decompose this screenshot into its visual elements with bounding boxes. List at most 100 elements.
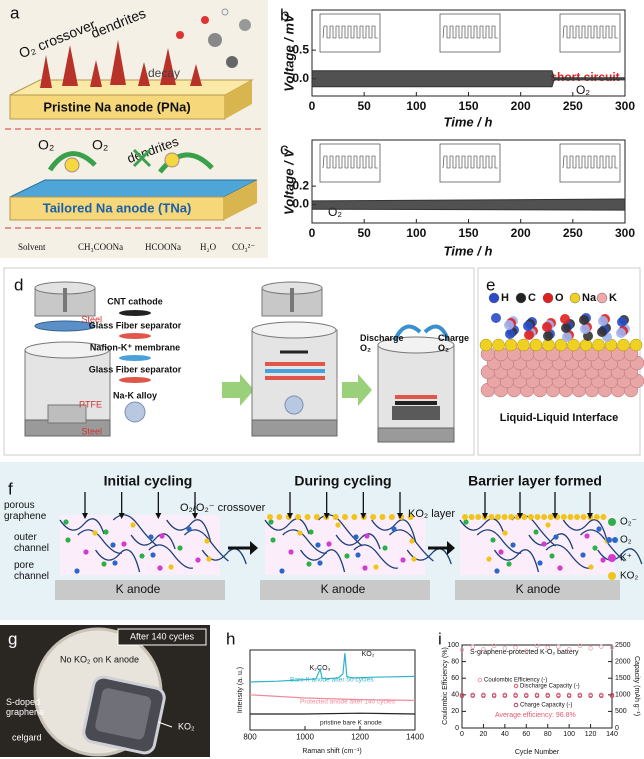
ko2-deposit [475,514,482,520]
layer-label: CNT cathode [107,296,163,306]
y2-tick-label: 2000 [615,658,631,665]
arrow-head [118,513,125,519]
y-tick-label: 80 [451,658,459,665]
arrow-head [552,513,558,519]
panel-letter: h [226,629,235,648]
network-box [265,515,425,575]
species [553,534,559,540]
data-point [481,646,486,652]
photo-label: KO₂ [178,721,195,731]
species [186,526,192,532]
network-label: porous graphene [4,500,47,522]
network-box [60,515,220,575]
species [148,534,154,540]
species [308,529,314,535]
plot-frame [461,644,613,729]
arrow-head [517,513,523,519]
data-point [556,693,561,698]
k-anode [455,580,620,600]
species [373,564,379,570]
species [63,519,69,525]
atom [479,338,493,352]
spectrum [249,653,416,683]
species [335,522,341,528]
arrow-head [155,513,162,519]
arrow-head [82,513,88,519]
panel-letter: g [8,629,17,648]
species [494,568,500,574]
data-point [534,643,540,649]
x-tick-label: 0 [460,731,464,738]
ko2-deposit [521,514,528,520]
x-tick-label: 300 [615,99,635,113]
graphene-sheet [264,518,310,535]
species [297,530,303,536]
species [364,533,370,539]
species [110,542,116,548]
species [584,533,590,539]
ko2-deposit [342,514,348,520]
k-anode [260,580,430,600]
y-axis-label: Intensity (a. u.) [237,667,244,713]
ko2-deposit [276,514,283,520]
species [268,519,274,525]
species [463,519,469,525]
species [139,553,145,559]
species [168,564,174,570]
panel-letter: c [280,139,289,158]
legend-label: Na [582,292,597,304]
atom [554,338,568,352]
data-point [470,644,475,649]
network-label: pore channel [14,560,50,582]
data-point [566,693,572,699]
species [409,538,415,544]
atom [579,338,593,352]
slab-side [225,80,252,119]
species [506,561,512,567]
species [400,557,406,563]
layer-label: Glass Fiber separator [89,364,182,374]
inset-trace [442,155,498,169]
inset-frame [439,13,501,53]
anode-label: K anode [321,582,366,596]
data-point [534,693,540,698]
ko2-deposit [580,514,587,520]
graphene-sheet [459,518,505,535]
data-point [524,693,529,699]
data-point [459,693,465,699]
y2-tick-label: 1500 [615,675,631,682]
ko2-deposit [494,514,501,520]
y-axis-label: Voltage / V [281,148,296,215]
data-point [513,693,518,698]
arrow-head [192,513,198,519]
x-tick-label: 60 [522,731,530,738]
x-tick-label: 150 [458,99,478,113]
species [130,522,136,528]
arrow-head [447,541,455,555]
species [65,537,71,543]
arrow [158,152,214,174]
legend-label: Charge Capacity (-) [520,703,572,709]
x-tick-label: 1000 [296,732,314,741]
graphene-sheet [353,544,399,569]
legend-swatch [606,537,612,543]
species [355,552,361,558]
species [326,541,332,547]
atom [517,338,530,352]
arrow [47,151,97,172]
graphene-sheet [166,519,212,543]
graphene-network [55,492,643,600]
species [391,526,397,532]
atom [504,338,518,352]
graphene-sheet [371,519,417,543]
species [588,564,594,570]
flow-label: Discharge O₂ [360,333,404,353]
species [486,556,492,562]
x-tick-label: 800 [243,732,257,741]
atom [542,322,552,332]
chart-title: S-graphene-protected K-O₂ battery [470,649,579,656]
species [541,541,547,547]
ko2-deposit [488,514,495,520]
legend-label: O₂⁻ [620,517,637,528]
annotation: O₂ [576,83,590,97]
